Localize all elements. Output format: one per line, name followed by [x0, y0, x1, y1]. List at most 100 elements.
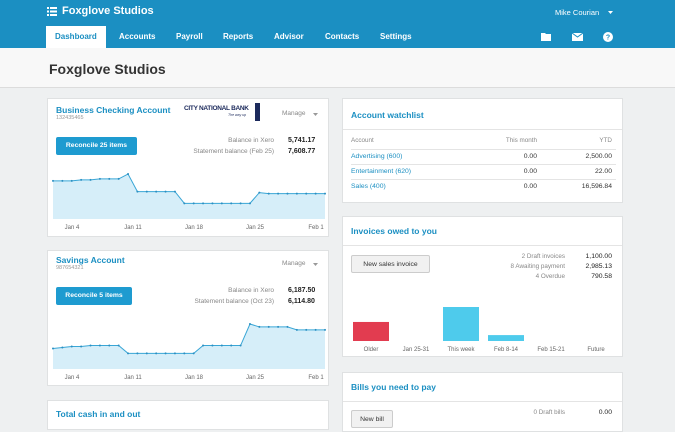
balance-point: [324, 192, 326, 195]
summary-label: 0 Draft bills: [533, 409, 566, 416]
x-tick-label: Jan 25-31: [403, 347, 430, 353]
column-header: YTD: [599, 137, 612, 144]
top-bar: Foxglove Studios Mike Courian Dashboard A…: [0, 0, 675, 48]
nav-tab[interactable]: Settings: [380, 32, 412, 41]
menu-icon[interactable]: [47, 7, 57, 16]
balance-point: [89, 178, 92, 181]
summary-label: 2 Draft invoices: [521, 253, 565, 260]
x-tick-label: Older: [364, 347, 379, 353]
balance-chart: Jan 4 Jan 11 Jan 18 Jan 25 Feb 1: [52, 323, 326, 381]
account-link[interactable]: Advertising (600): [351, 153, 403, 160]
balance-point: [286, 325, 289, 328]
balance-point: [173, 352, 176, 355]
balance-point: [314, 192, 317, 195]
invoice-bar[interactable]: [488, 335, 524, 341]
bank-name: CITY NATIONAL BANK: [184, 105, 249, 112]
nav-tab[interactable]: Contacts: [325, 32, 360, 41]
balance-label: Statement balance (Feb 25): [193, 148, 274, 155]
nav-tab[interactable]: Reports: [223, 32, 254, 41]
balance-point: [98, 344, 101, 347]
account-link[interactable]: Entertainment (620): [351, 168, 412, 175]
summary-value: 1,100.00: [585, 253, 612, 260]
balance-point: [230, 344, 233, 347]
balance-point: [117, 177, 120, 180]
balance-point: [305, 328, 308, 331]
caret: [313, 113, 318, 116]
nav: Dashboard Accounts Payroll Reports Advisor Co…: [0, 0, 675, 48]
account-name[interactable]: Business Checking Account: [56, 105, 171, 115]
nav-tab[interactable]: Payroll: [176, 32, 203, 41]
amount: 22.00: [594, 168, 612, 175]
reconcile-button[interactable]: Reconcile 25 items: [56, 137, 137, 155]
balance-point: [258, 325, 261, 328]
nav-tab[interactable]: Dashboard: [46, 26, 106, 48]
bank-logo-mark: [255, 103, 260, 121]
title-band: [0, 48, 675, 88]
panel-title[interactable]: Account watchlist: [351, 110, 424, 120]
divider: [343, 245, 622, 246]
invoice-bar[interactable]: [353, 321, 389, 341]
user-caret: [608, 11, 613, 14]
balance-point: [202, 202, 205, 205]
balance-point: [80, 345, 83, 348]
bank-tagline: The way up: [228, 113, 247, 117]
invoice-bar[interactable]: [443, 307, 479, 341]
row-divider: [351, 149, 616, 150]
manage-caret: [313, 113, 318, 116]
balance-value: 6,114.80: [288, 298, 315, 305]
account-number: 987654321: [56, 265, 84, 271]
org-name[interactable]: Foxglove Studios: [62, 5, 154, 17]
balance-value: 5,741.17: [288, 137, 316, 144]
balance-label: Balance in Xero: [228, 287, 274, 294]
balance-value: 6,187.50: [288, 287, 316, 294]
balance-point: [108, 177, 111, 180]
balance-point: [145, 352, 148, 355]
balance-point: [98, 177, 101, 180]
row-divider: [351, 179, 616, 180]
nav-tab[interactable]: Accounts: [119, 32, 156, 41]
page-title: Foxglove Studios: [49, 61, 166, 77]
new-invoice-button[interactable]: New sales invoice: [351, 255, 430, 273]
balance-point: [89, 344, 92, 347]
x-tick-label: Feb 1: [308, 225, 324, 231]
amount: 0.00: [523, 168, 537, 175]
manage-menu[interactable]: Manage: [282, 110, 306, 117]
panel-title[interactable]: Invoices owed to you: [351, 226, 437, 236]
user-menu[interactable]: Mike Courian: [555, 8, 600, 17]
toolbar-icons[interactable]: ?: [540, 31, 620, 43]
balance-point: [295, 192, 298, 195]
balance-point: [136, 352, 139, 355]
bills-panel: Bills you need to pay New bill 0 Draft b…: [342, 372, 623, 432]
new-bill-button[interactable]: New bill: [351, 410, 393, 428]
balance-point: [220, 202, 223, 205]
x-tick-label: Feb 8-14: [494, 347, 519, 353]
summary-label: 8 Awaiting payment: [510, 263, 566, 270]
x-tick-label: Jan 18: [185, 375, 204, 381]
balance-point: [117, 344, 120, 347]
manage-menu[interactable]: Manage: [282, 260, 306, 267]
summary-label: 4 Overdue: [535, 273, 565, 280]
balance-point: [286, 192, 289, 195]
panel-title[interactable]: Bills you need to pay: [351, 382, 437, 392]
balance-point: [314, 328, 317, 331]
amount: 16,596.84: [581, 183, 612, 190]
nav-tab[interactable]: Advisor: [274, 32, 304, 41]
x-tick-label: Jan 4: [65, 375, 80, 381]
balance-point: [295, 328, 298, 331]
panel-title[interactable]: Total cash in and out: [56, 409, 141, 419]
balance-point: [155, 352, 158, 355]
balance-point: [70, 345, 73, 348]
balance-point: [164, 352, 167, 355]
x-tick-label: Jan 25: [246, 225, 265, 231]
amount: 2,500.00: [585, 153, 612, 160]
account-name[interactable]: Savings Account: [56, 255, 125, 265]
x-tick-label: Jan 11: [124, 225, 142, 231]
reconcile-button[interactable]: Reconcile 5 items: [56, 287, 132, 305]
balance-point: [52, 179, 54, 182]
account-link[interactable]: Sales (400): [351, 183, 386, 190]
balance-point: [239, 344, 242, 347]
row-divider: [351, 164, 616, 165]
balance-point: [136, 190, 139, 193]
x-tick-label: Feb 1: [308, 375, 324, 381]
